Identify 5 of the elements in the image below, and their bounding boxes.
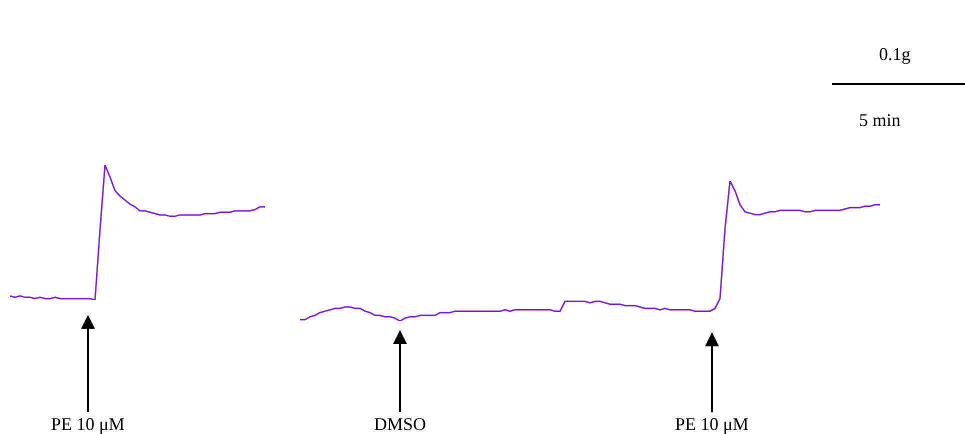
text: DMSO [374, 414, 426, 434]
text: PE 10 μM [675, 414, 749, 434]
text: PE 10 μM [51, 414, 125, 434]
text: 5 min [859, 110, 901, 130]
text: 0.1g [879, 44, 910, 64]
